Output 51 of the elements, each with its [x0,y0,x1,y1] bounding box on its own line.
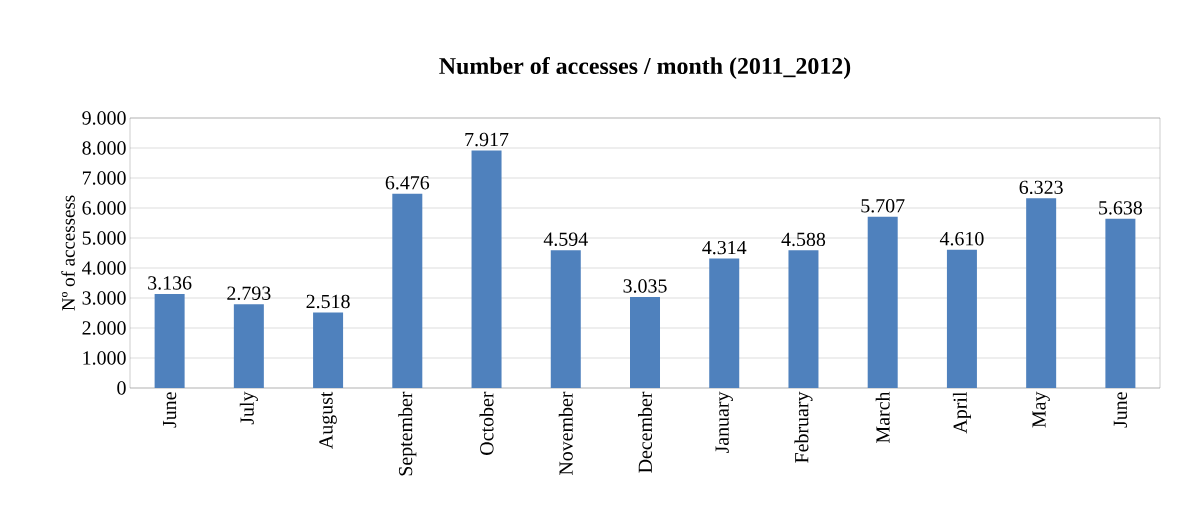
data-label: 2.518 [306,294,350,309]
bar [788,250,819,388]
x-tick-label: July [239,391,258,425]
x-tick-label: May [1032,391,1050,428]
y-tick-label: 7.000 [82,171,126,185]
bar [1105,218,1136,388]
x-tick-label: March [875,391,890,443]
data-label: 7.917 [465,132,509,147]
bar [946,249,977,388]
x-tick-label: November [558,391,573,476]
data-label: 6.323 [1019,180,1063,195]
data-label: 4.314 [702,240,747,255]
y-tick-label: 0 [117,381,126,395]
bar [471,150,502,388]
data-label: 4.588 [781,232,826,247]
x-tick-label: January [715,391,733,454]
x-tick-label: February [794,391,813,463]
y-tick-label: 2.000 [82,321,126,335]
bar [550,250,581,388]
x-tick-label: September [398,391,417,476]
y-tick-label: 8.000 [82,141,126,155]
y-tick-label: 5.000 [82,231,126,245]
x-tick-label: April [952,391,971,434]
x-tick-label: December [637,391,653,473]
bar [313,312,344,388]
data-label: 2.793 [227,286,271,301]
data-label: 5.638 [1099,201,1143,215]
data-label: 3.035 [623,279,667,293]
bar [154,293,185,388]
data-label: 4.610 [939,231,984,246]
x-tick-label: October [479,391,494,455]
data-label: 3.136 [148,276,192,290]
y-tick-label: 1.000 [83,351,126,365]
y-tick-label: 6.000 [82,201,126,215]
y-axis-title: Nº of accessess [61,195,75,311]
y-tick-label: 4.000 [82,261,126,275]
bar [233,304,264,388]
y-tick-label: 3.000 [82,291,126,305]
bar [630,296,660,388]
x-tick-label: June [163,392,177,428]
x-tick-label: August [319,391,337,449]
bar [709,258,740,388]
y-tick-label: 9.000 [82,111,126,125]
chart-title: Number of accesses / month (2011_2012) [439,57,851,79]
data-label: 5.707 [861,199,905,213]
x-tick-label: June [1113,392,1127,428]
data-label: 4.594 [543,232,588,246]
bar [392,193,423,388]
bar [1026,198,1057,388]
data-label: 6.476 [385,176,430,190]
bar [867,216,898,388]
